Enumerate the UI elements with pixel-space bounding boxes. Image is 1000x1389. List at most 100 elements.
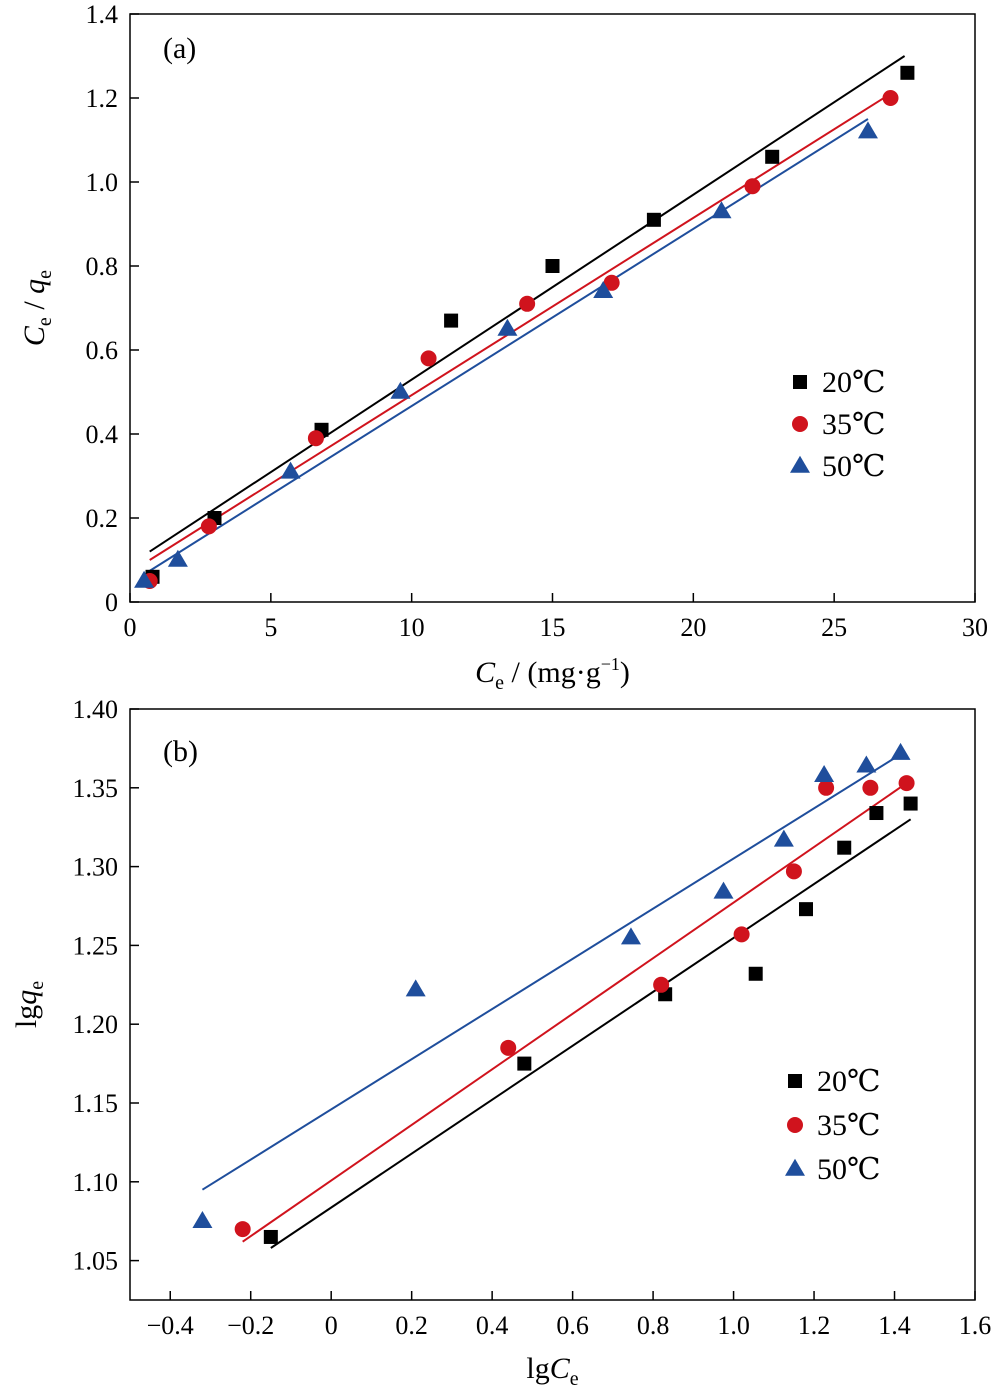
data-point: [263, 1229, 278, 1244]
y-tick-label: 1.0: [86, 168, 119, 197]
data-point: [814, 764, 835, 782]
data-point: [280, 461, 301, 479]
data-point: [420, 350, 437, 367]
data-point: [748, 966, 763, 981]
data-point: [869, 806, 884, 821]
legend: 20℃ 35℃ 50℃: [785, 1065, 881, 1186]
y-tick-label: 1.35: [73, 774, 119, 803]
data-point: [653, 976, 670, 993]
y-tick-label: 1.20: [73, 1010, 119, 1039]
x-tick-label: 1.6: [959, 1311, 992, 1340]
data-point: [765, 149, 780, 164]
series-0: [270, 818, 912, 1249]
data-point: [733, 926, 750, 943]
data-point: [444, 313, 459, 328]
series-2: [146, 118, 869, 574]
data-point: [646, 212, 661, 227]
data-point: [900, 65, 915, 80]
x-tick-label: 5: [264, 613, 277, 642]
data-point: [497, 318, 518, 336]
y-tick-label: 1.25: [73, 931, 119, 960]
y-tick-label: 1.10: [73, 1168, 119, 1197]
x-tick-label: 0.2: [395, 1311, 428, 1340]
data-point: [390, 381, 411, 399]
x-tick-label: 0.4: [476, 1311, 509, 1340]
y-tick-label: 0.4: [86, 420, 119, 449]
data-point: [903, 796, 918, 811]
fit-line: [242, 782, 908, 1243]
data-point: [711, 201, 732, 219]
data-point: [234, 1221, 251, 1238]
data-point: [856, 755, 877, 773]
legend: 20℃ 35℃ 50℃: [790, 366, 886, 483]
plot-frame: [129, 708, 976, 1301]
series-1: [149, 92, 892, 561]
legend-label: 50℃: [817, 1153, 881, 1186]
x-tick-label: 0: [124, 613, 137, 642]
data-point: [307, 430, 324, 447]
legend-marker: [790, 455, 810, 473]
legend-marker: [787, 1117, 803, 1133]
panel-b: −0.4 −0.2 0 0.2 0.4 0.6 0.8 1.0 1.2 1.4 1.6 1.05 1.1…: [10, 695, 991, 1389]
data-point: [167, 549, 188, 567]
data-point: [713, 881, 734, 899]
data-point: [517, 1056, 532, 1071]
x-axis-label: lgCe: [526, 1352, 578, 1389]
y-axis-label: Ce / qe: [18, 270, 56, 346]
x-axis-label: Ce / (mg·g−1): [475, 654, 630, 694]
fit-line: [146, 118, 869, 574]
plot-frame: [129, 13, 976, 603]
x-tick-label: 10: [399, 613, 425, 642]
legend-marker: [785, 1158, 805, 1176]
panel-label: (b): [163, 735, 198, 768]
data-point: [890, 742, 911, 760]
legend-label: 35℃: [817, 1109, 881, 1142]
x-tick-label: 0.8: [637, 1311, 670, 1340]
x-tick-label: 15: [540, 613, 566, 642]
legend-marker: [788, 1074, 802, 1088]
data-point: [603, 274, 620, 291]
data-point: [773, 829, 794, 847]
y-tick-label: 1.30: [73, 853, 119, 882]
y-tick-label: 0.2: [86, 504, 119, 533]
x-tick-label: 20: [680, 613, 706, 642]
data-point: [593, 281, 614, 298]
data-point: [519, 295, 536, 312]
panel-a: 0 5 10 15 20 25 30 0 0.2 0.4 0.6 0.8 1.0 1.2 1.4 (a) Ce …: [18, 0, 988, 694]
x-tick-label: 0.6: [556, 1311, 589, 1340]
data-point: [200, 518, 217, 535]
legend-label: 35℃: [822, 408, 886, 441]
data-point: [134, 570, 155, 588]
y-axis-label: lgqe: [10, 981, 48, 1028]
data-point: [837, 840, 852, 855]
data-point: [620, 927, 641, 945]
y-tick-label: 1.05: [73, 1247, 119, 1276]
y-tick-label: 0.6: [86, 336, 119, 365]
legend-marker: [792, 416, 808, 432]
data-point: [192, 1211, 213, 1228]
series-2: [201, 752, 904, 1191]
data-point: [862, 779, 879, 796]
series-points-1: [141, 90, 899, 589]
fit-line: [201, 752, 904, 1191]
series-points-2: [192, 742, 911, 1228]
series-points-1: [234, 775, 915, 1238]
series-points-0: [145, 65, 915, 584]
data-point: [405, 979, 426, 997]
y-tick-label: 1.2: [86, 84, 119, 113]
legend-label: 50℃: [822, 450, 886, 483]
series-1: [242, 782, 908, 1243]
x-tick-label: 1.2: [798, 1311, 831, 1340]
data-point: [818, 779, 835, 796]
y-tick-label: 0.8: [86, 252, 119, 281]
legend-label: 20℃: [817, 1065, 881, 1098]
series-points-2: [134, 121, 878, 588]
y-tick-label: 0: [105, 588, 118, 617]
fit-line: [270, 818, 912, 1249]
x-tick-label: 1.0: [717, 1311, 750, 1340]
fit-line: [149, 92, 892, 561]
data-point: [857, 121, 878, 139]
y-tick-label: 1.40: [73, 695, 119, 724]
x-tick-label: 25: [821, 613, 847, 642]
